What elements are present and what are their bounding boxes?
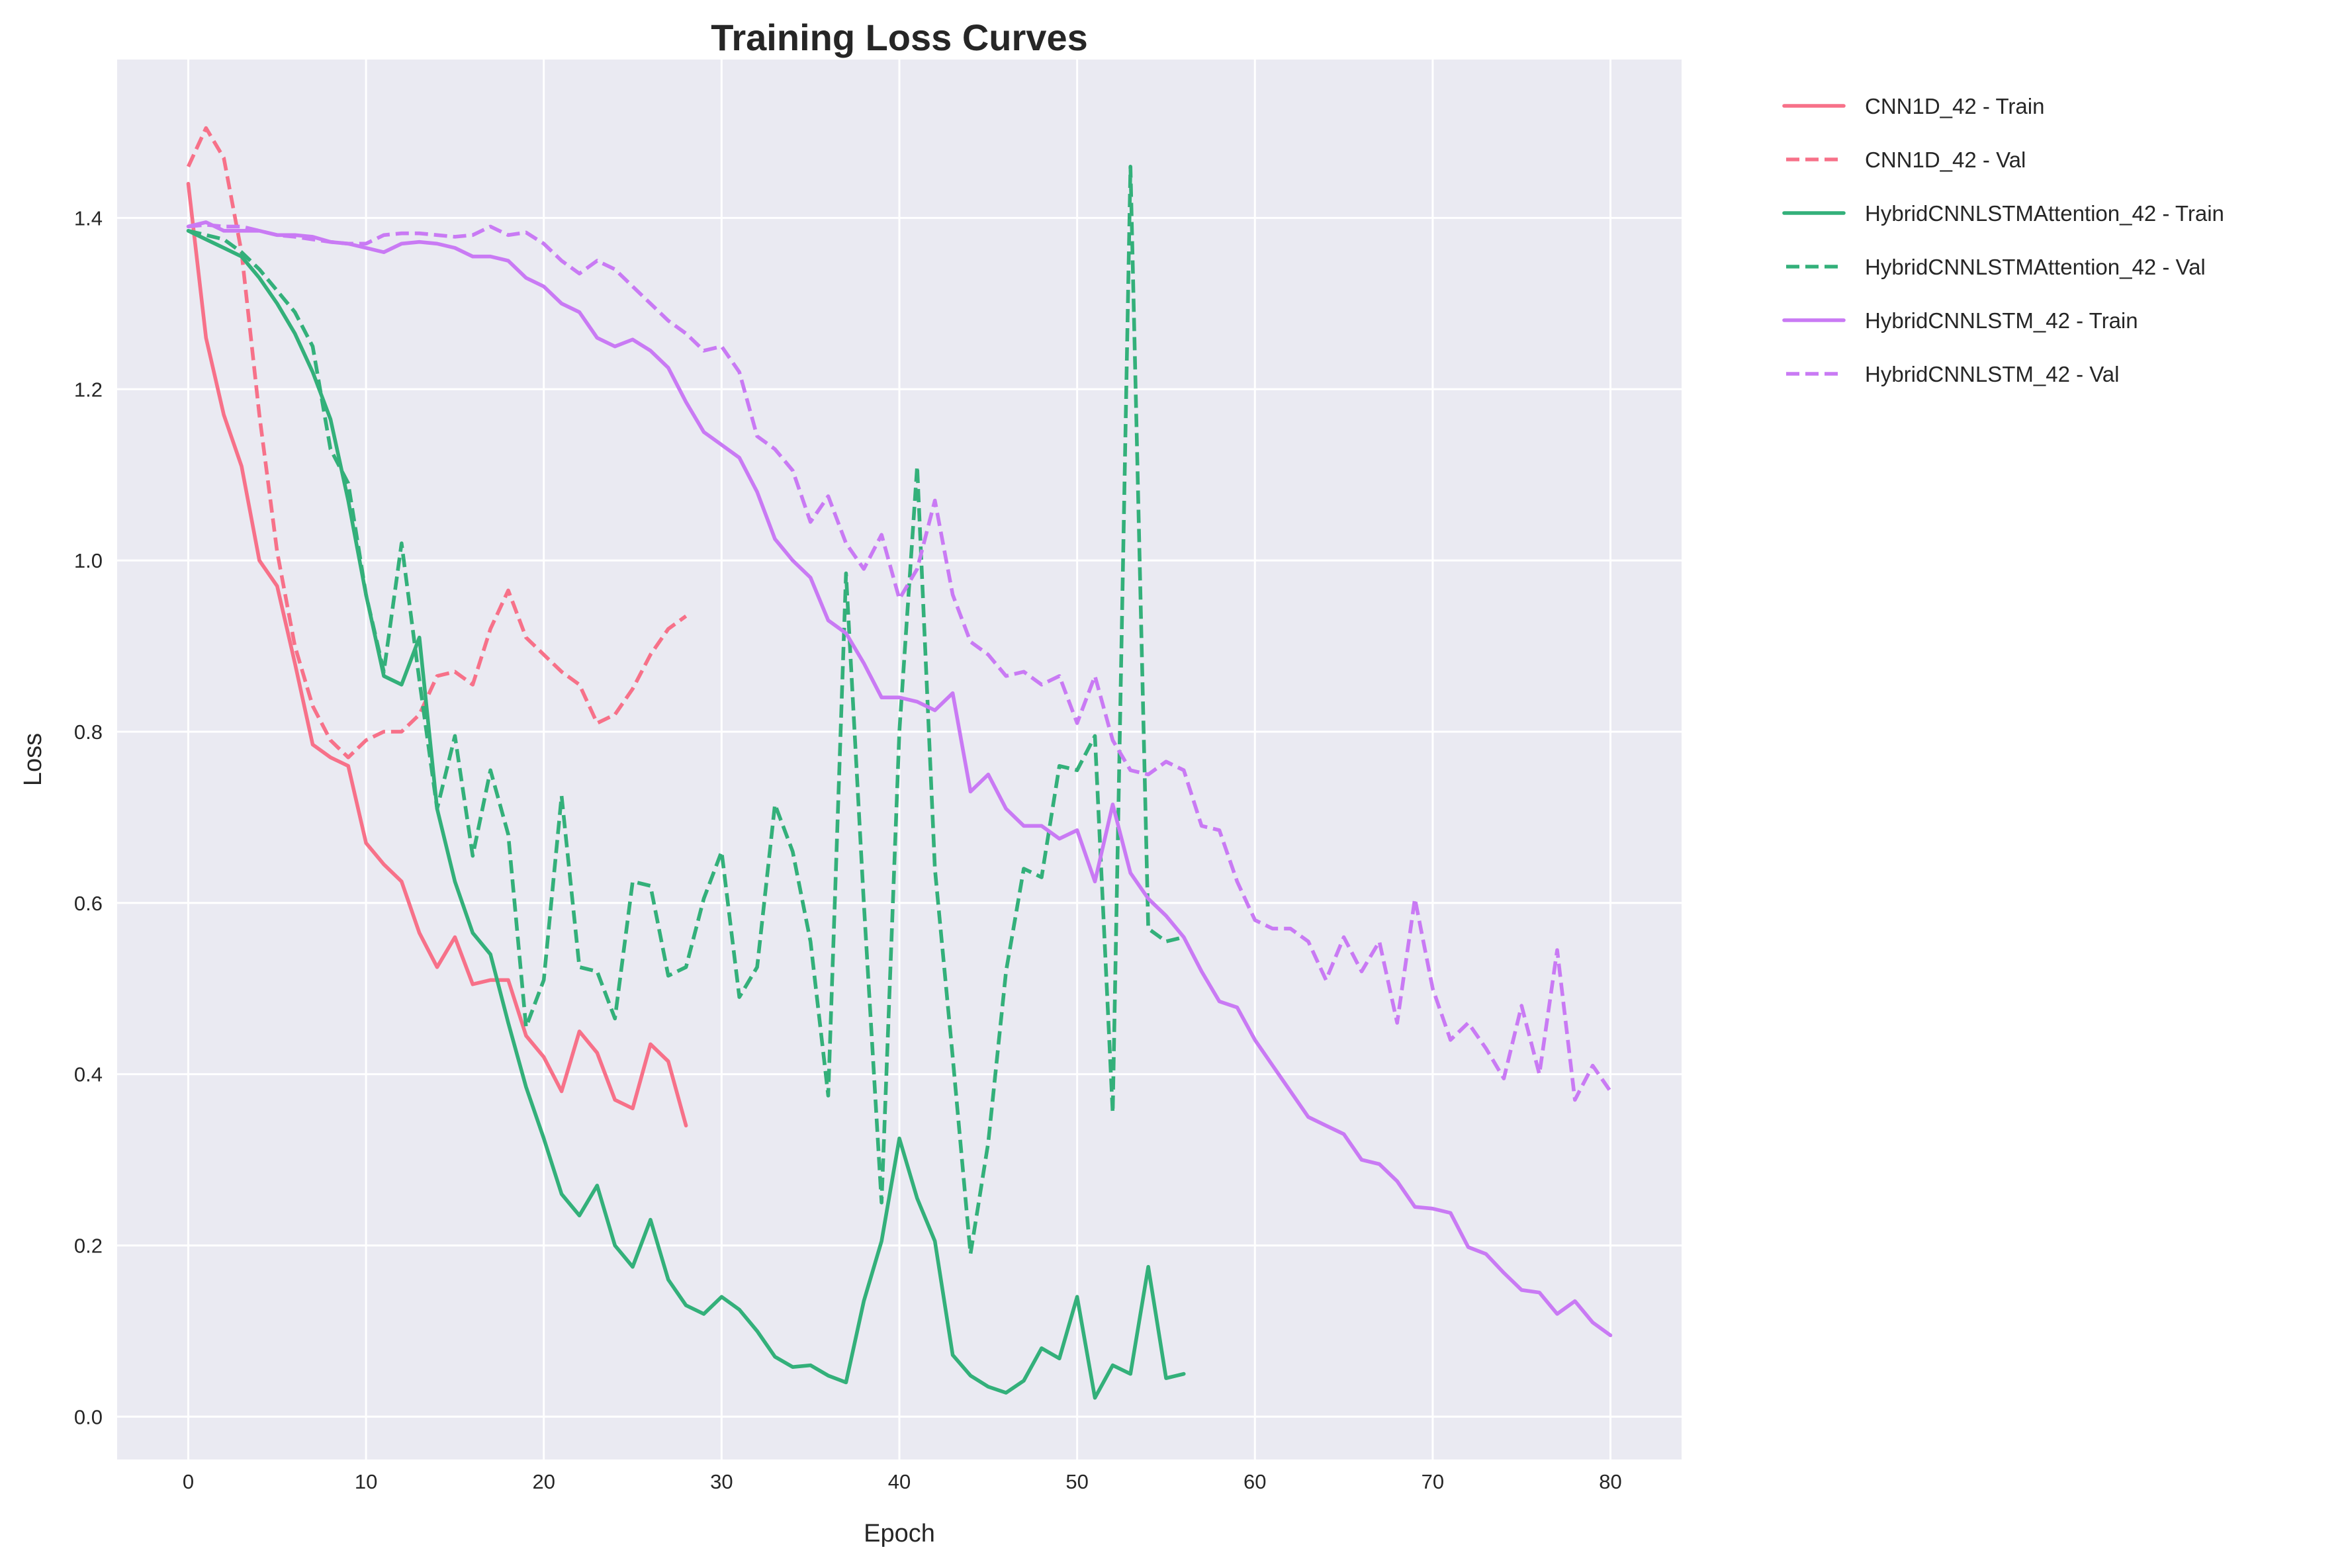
legend-label: HybridCNNLSTMAttention_42 - Val [1865, 255, 2206, 279]
legend-label: HybridCNNLSTM_42 - Val [1865, 362, 2120, 386]
y-tick-label: 1.0 [74, 549, 103, 572]
x-tick-label: 10 [355, 1470, 377, 1493]
y-tick-label: 1.2 [74, 378, 103, 401]
legend-label: CNN1D_42 - Val [1865, 148, 2026, 172]
legend: CNN1D_42 - Train CNN1D_42 - Val HybridCNNL… [1782, 94, 2224, 386]
y-tick-label: 1.4 [74, 206, 103, 230]
x-tick-label: 40 [888, 1470, 911, 1493]
y-tick-label: 0.2 [74, 1234, 103, 1257]
legend-label: HybridCNNLSTMAttention_42 - Train [1865, 201, 2224, 226]
legend-label: CNN1D_42 - Train [1865, 94, 2044, 118]
series-line-1 [186, 126, 688, 760]
legend-label: HybridCNNLSTM_42 - Train [1865, 308, 2138, 333]
y-tick-label: 0.4 [74, 1063, 103, 1086]
chart-title: Training Loss Curves [711, 17, 1088, 58]
y-tick-label: 0.0 [74, 1405, 103, 1428]
series-line-0 [186, 181, 688, 1128]
series-line-3 [187, 165, 1185, 1256]
y-tick-label: 0.6 [74, 892, 103, 915]
x-tick-label: 80 [1599, 1470, 1621, 1493]
grid [117, 60, 1682, 1459]
x-axis-label: Epoch [864, 1520, 935, 1547]
x-tick-label: 50 [1065, 1470, 1088, 1493]
x-tick-labels: 0 10 20 30 40 50 60 70 80 [183, 1470, 1622, 1493]
y-axis-label: Loss [19, 733, 47, 786]
y-tick-label: 0.8 [74, 720, 103, 744]
x-tick-label: 70 [1422, 1470, 1444, 1493]
series-line-4 [186, 220, 1613, 1338]
x-tick-label: 20 [532, 1470, 555, 1493]
series-line-5 [188, 222, 1612, 1102]
x-tick-label: 30 [710, 1470, 733, 1493]
x-tick-label: 60 [1243, 1470, 1266, 1493]
series-lines [186, 126, 1613, 1400]
y-tick-labels: 0.0 0.2 0.4 0.6 0.8 1.0 1.2 1.4 [74, 206, 103, 1428]
x-tick-label: 0 [183, 1470, 194, 1493]
